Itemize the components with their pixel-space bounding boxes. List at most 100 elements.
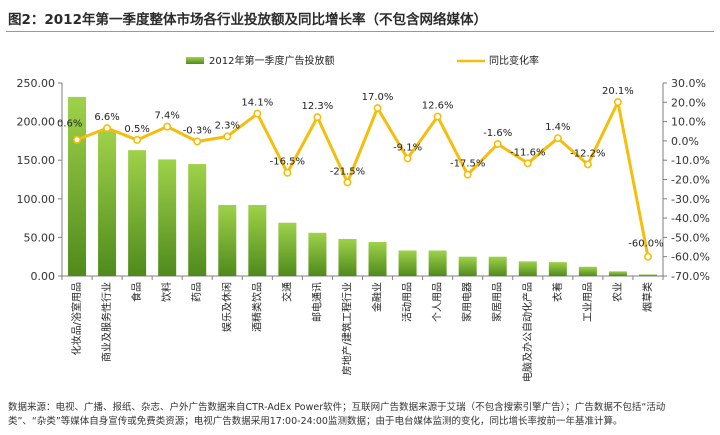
left-axis-tick-label: 150.00	[17, 154, 56, 167]
bar	[458, 256, 477, 276]
bar	[428, 250, 447, 276]
growth-rate-line	[75, 100, 650, 259]
category-label: 娱乐及休闲	[220, 282, 233, 332]
category-label: 交通	[280, 282, 293, 302]
category-label: 食品	[130, 282, 143, 302]
right-axis-tick-label: -60.0%	[671, 251, 710, 264]
bar	[68, 96, 87, 276]
bar	[188, 164, 207, 276]
category-label: 活动用品	[402, 282, 414, 322]
bar	[518, 261, 537, 276]
category-label: 邮电通讯	[310, 282, 323, 322]
combo-chart: 2012年第一季度广告投放额 同比变化率 0.00 50.00 100.00 150.…	[17, 54, 710, 382]
bar	[158, 159, 177, 276]
line-marker	[133, 135, 142, 144]
bar	[278, 222, 297, 276]
bar	[368, 242, 387, 276]
bar	[248, 204, 267, 276]
line-marker	[313, 113, 322, 122]
category-label: 家居用品	[491, 282, 504, 322]
bar	[308, 232, 327, 276]
line-marker	[193, 137, 202, 146]
right-axis-tick-label: -50.0%	[671, 231, 710, 244]
right-axis-tick-label: 10.0%	[671, 116, 706, 129]
line-marker	[343, 178, 352, 187]
line-data-label: 6.6%	[94, 112, 119, 123]
line-data-label: -16.5%	[270, 157, 305, 168]
footnote: 数据来源：电视、广播、报纸、杂志、户外广告数据来自CTR-AdEx Power软…	[8, 401, 714, 429]
category-label: 药品	[191, 282, 203, 302]
x-axis: 化妆品/浴室用品 商业及服务性行业 食品 饮料 药品 娱乐及休闲 酒精类饮品 交通 邮电通讯 房地…	[61, 275, 664, 382]
line-markers	[73, 98, 652, 261]
bar	[98, 130, 117, 276]
line-marker	[433, 112, 442, 121]
line-marker	[403, 154, 412, 163]
left-axis: 0.00 50.00 100.00 150.00 200.00 250.00	[17, 77, 63, 283]
left-axis-tick-label: 50.00	[24, 231, 56, 244]
line-marker	[73, 135, 82, 144]
left-axis-tick-label: 200.00	[17, 116, 56, 129]
category-label: 化妆品/浴室用品	[70, 282, 83, 355]
right-axis-tick-label: -10.0%	[671, 154, 710, 167]
category-label: 衣着	[551, 282, 564, 302]
line-data-label: 14.1%	[241, 98, 273, 109]
right-axis-tick-label: -30.0%	[671, 193, 710, 206]
footnote-line-2: 类”、“杂类”等媒体自身宣传或免费类资源；电视广告数据采用17:00-24:00…	[8, 416, 623, 427]
left-axis-tick-label: 100.00	[17, 193, 56, 206]
line-marker	[253, 109, 262, 118]
category-label: 饮料	[160, 282, 173, 302]
line-data-label: -9.1%	[393, 142, 422, 153]
category-label: 电脑及办公自动化产品	[521, 282, 534, 382]
line-data-label: 1.4%	[545, 122, 570, 133]
line-data-label: -17.5%	[450, 159, 485, 170]
bar	[638, 274, 657, 276]
left-axis-tick-label: 0.00	[31, 270, 56, 283]
right-axis-tick-label: 30.0%	[671, 77, 706, 90]
right-axis-tick-label: -70.0%	[671, 270, 710, 283]
line-data-labels: 0.6% 6.6% 0.5% 7.4% -0.3% 2.3%14.1% -16.5% 12.3…	[57, 86, 664, 250]
line-marker	[373, 104, 382, 113]
bar	[218, 204, 237, 276]
line-data-label: 2.3%	[215, 120, 240, 131]
line-data-label: -11.6%	[510, 147, 545, 158]
bar	[128, 150, 147, 276]
line-data-label: 7.4%	[154, 111, 179, 122]
line-data-label: -0.3%	[183, 125, 212, 136]
line-data-label: 0.5%	[124, 124, 149, 135]
line-data-label: 12.3%	[302, 101, 334, 112]
footnote-line-1: 数据来源：电视、广播、报纸、杂志、户外广告数据来自CTR-AdEx Power软…	[8, 402, 666, 413]
line-marker	[523, 159, 532, 168]
bar	[488, 256, 507, 276]
right-axis-tick-label: -20.0%	[671, 174, 710, 187]
line-marker	[283, 168, 292, 177]
bar	[338, 238, 357, 276]
category-label: 商业及服务性行业	[100, 282, 113, 362]
left-axis-tick-label: 250.00	[17, 77, 56, 90]
line-marker	[493, 139, 502, 148]
category-label: 烟草类	[641, 282, 654, 312]
right-axis-tick-label: 0.0%	[671, 135, 699, 148]
legend-line-label: 同比变化率	[489, 54, 539, 67]
category-label: 金融业	[371, 282, 384, 312]
line-marker	[553, 134, 562, 143]
category-label: 房地产/建筑工程行业	[340, 282, 353, 375]
right-axis: 30.0% 20.0% 10.0% 0.0% -10.0% -20.0% -30.0% -40…	[662, 77, 710, 283]
bar	[578, 266, 597, 276]
category-label: 家用电器	[461, 282, 474, 322]
line-marker	[103, 124, 112, 133]
line-marker	[463, 170, 472, 179]
line-marker	[223, 132, 232, 141]
right-axis-tick-label: 20.0%	[671, 96, 706, 109]
bar	[608, 271, 627, 276]
line-marker	[583, 160, 592, 169]
category-label: 工业用品	[582, 282, 594, 322]
page-title: 图2：2012年第一季度整体市场各行业投放额及同比增长率（不包含网络媒体）	[8, 12, 487, 28]
line-marker	[613, 98, 622, 107]
line-data-label: 12.6%	[422, 101, 454, 112]
bar	[398, 250, 417, 276]
category-label: 农业	[611, 282, 624, 302]
line-data-label: -12.2%	[570, 148, 605, 159]
bar-series	[68, 96, 657, 276]
legend-bar-swatch	[186, 57, 204, 64]
category-label: 酒精类饮品	[250, 282, 263, 332]
